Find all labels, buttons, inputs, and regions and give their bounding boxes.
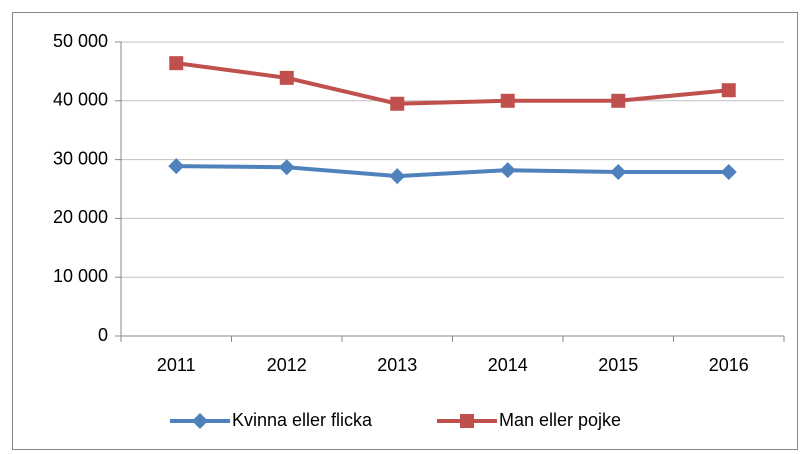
marker bbox=[610, 163, 627, 180]
marker bbox=[169, 56, 184, 71]
y-tick-label: 10 000 bbox=[53, 266, 108, 286]
x-tick-label: 2011 bbox=[157, 355, 196, 375]
marker bbox=[278, 159, 295, 176]
marker bbox=[500, 93, 515, 108]
marker bbox=[192, 413, 208, 429]
y-tick-label: 50 000 bbox=[53, 31, 108, 51]
x-tick-label: 2016 bbox=[709, 355, 749, 375]
marker bbox=[611, 93, 626, 108]
y-tick-label: 0 bbox=[98, 325, 108, 345]
x-tick-label: 2014 bbox=[488, 355, 528, 375]
series-line bbox=[175, 61, 729, 106]
y-tick-label: 30 000 bbox=[53, 148, 108, 168]
marker bbox=[279, 70, 294, 85]
marker bbox=[390, 96, 405, 111]
y-tick-label: 40 000 bbox=[53, 90, 108, 110]
x-tick-label: 2012 bbox=[267, 355, 307, 375]
legend-label: Man eller pojke bbox=[499, 410, 621, 430]
series-line bbox=[176, 164, 729, 179]
marker bbox=[720, 163, 737, 180]
y-tick-label: 20 000 bbox=[53, 207, 108, 227]
x-tick-label: 2015 bbox=[598, 355, 638, 375]
marker bbox=[389, 168, 406, 185]
x-tick-label: 2013 bbox=[377, 355, 417, 375]
marker bbox=[168, 158, 185, 175]
marker bbox=[721, 83, 736, 98]
marker bbox=[499, 162, 516, 179]
marker bbox=[460, 414, 474, 428]
chart-border bbox=[12, 12, 798, 450]
legend-label: Kvinna eller flicka bbox=[232, 410, 373, 430]
